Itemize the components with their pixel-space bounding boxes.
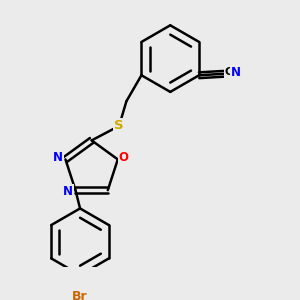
Text: C: C (225, 68, 233, 77)
Text: O: O (118, 152, 129, 164)
Text: N: N (231, 66, 241, 79)
Text: N: N (63, 185, 73, 198)
Text: S: S (114, 119, 124, 132)
Text: N: N (53, 151, 63, 164)
Text: Br: Br (72, 290, 88, 300)
